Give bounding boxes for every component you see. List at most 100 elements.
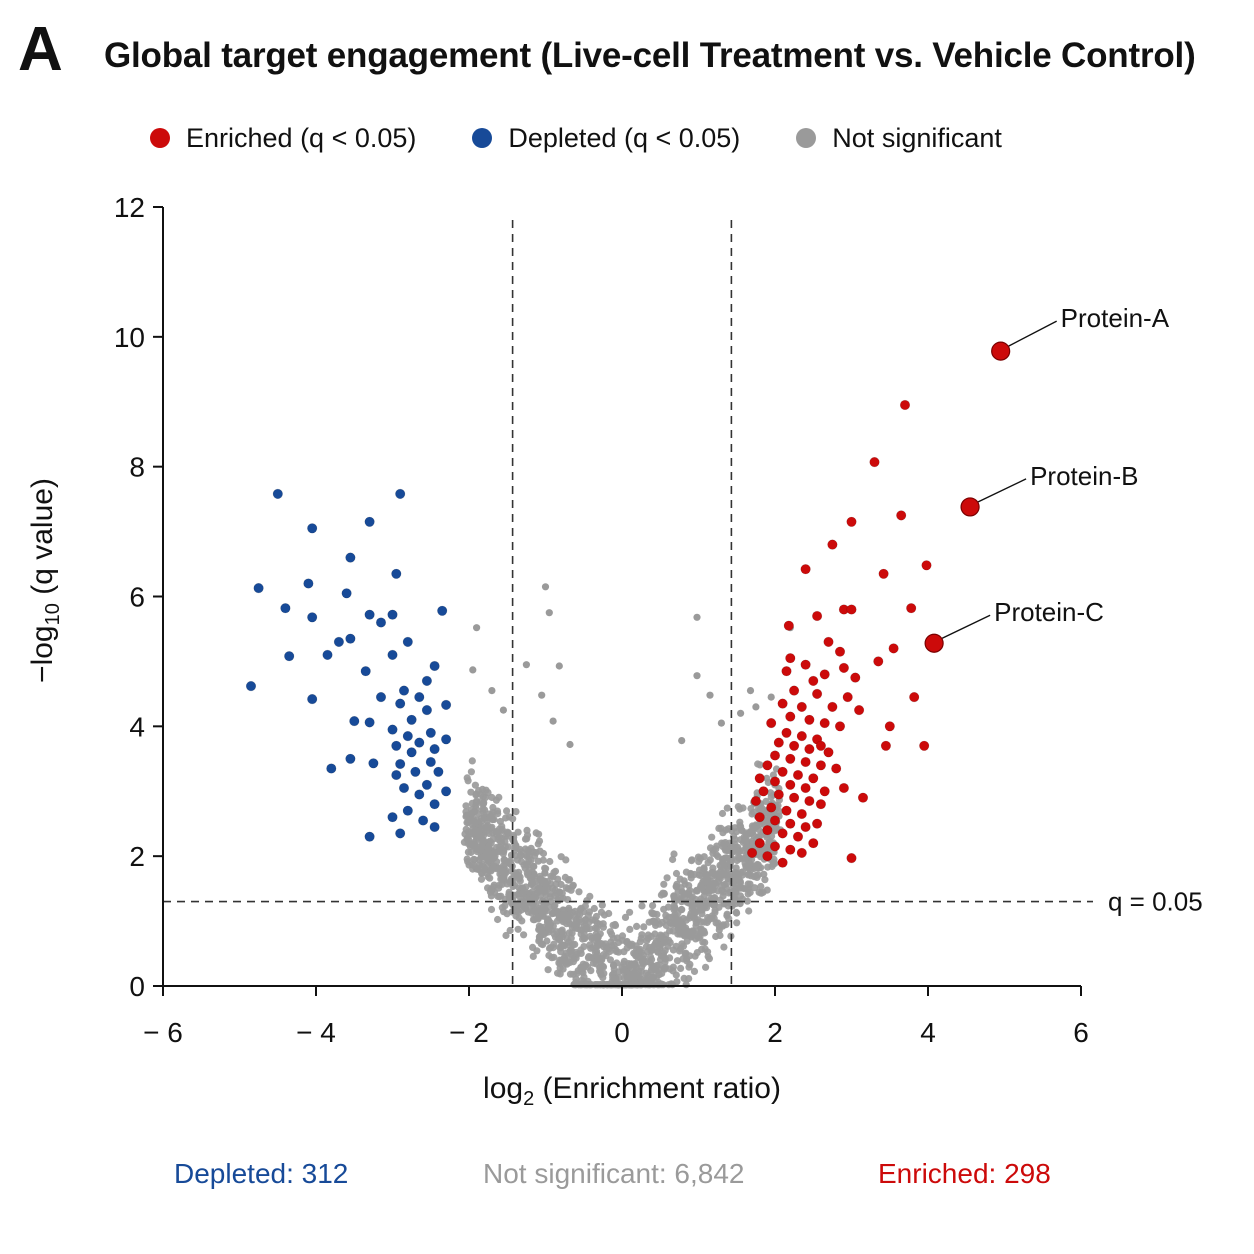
depleted-point [360,666,371,677]
depleted-point [375,691,387,703]
ns-point [705,887,713,895]
enriched-point [800,782,811,794]
ns-point [559,916,567,924]
ns-point [477,875,486,883]
depleted-point [387,609,398,620]
enriched-point [762,760,773,771]
ns-point [704,948,712,956]
depleted-point [437,605,448,616]
depleted-point [395,488,406,500]
depleted-point [253,582,264,594]
highlighted-point [991,341,1011,361]
ns-point [737,709,745,717]
ns-point [702,963,710,971]
ns-point [633,922,641,931]
ns-point [688,902,697,911]
ns-point [722,826,730,834]
ns-point [509,831,517,840]
ns-point [537,940,545,948]
ns-point [468,757,476,765]
enriched-point [808,838,819,849]
ns-point [533,947,541,955]
ns-point [662,911,670,920]
ns-point [759,888,767,896]
ns-point [670,902,678,910]
ns-point [500,856,508,864]
ns-point [732,828,741,836]
ns-point [620,948,628,956]
axes: 0 2 4 6 8 10 12 − 6 − 4 − 2 0 2 4 6 log2 (Enrichment r… [26,192,1089,1110]
ns-point [521,845,530,853]
ns-point [697,895,705,903]
ns-point [581,902,590,910]
ns-point [686,960,694,969]
enriched-point [788,792,800,803]
depleted-point [414,691,425,703]
ns-point [503,880,511,888]
ns-point [745,864,753,872]
depleted-point [387,649,398,661]
depleted-point [387,724,398,735]
ns-point [682,924,690,932]
depleted-point [395,698,406,709]
ns-point [718,809,727,818]
ns-point [499,706,507,714]
ns-point [527,875,535,883]
depleted-point [284,651,295,662]
depleted-point [364,831,375,842]
ns-point [498,875,506,883]
ns-point [478,843,486,851]
ns-point [672,869,681,878]
ns-point [555,662,563,670]
depleted-point [441,734,452,745]
ns-point [556,970,564,978]
ns-point [753,860,761,869]
ns-point [506,926,514,935]
ns-point [471,781,479,789]
ns-point [473,624,481,632]
highlighted-label: Protein-B [1030,461,1138,491]
ns-point [519,890,527,898]
x-tick-label: − 2 [449,1017,489,1048]
ns-point [529,952,537,961]
enriched-point [909,691,920,703]
ns-point [584,911,592,920]
enriched-point [834,646,846,657]
ns-point [577,926,586,934]
ns-point [731,875,740,883]
depleted-point [245,680,257,692]
ns-point [551,892,559,900]
ns-point [572,975,580,983]
ns-point [626,925,634,934]
depleted-point [341,588,352,599]
enriched-point [781,805,792,816]
ns-point [569,958,578,966]
ns-point [618,932,627,940]
ns-point [519,884,527,892]
ns-point [708,833,716,841]
depleted-point [402,805,413,816]
ns-point [658,969,666,978]
enriched-point [819,717,830,729]
depleted-point [345,753,356,764]
not-significant-points [460,583,794,989]
ns-point [488,823,496,831]
ns-point [464,858,472,866]
ns-point [534,857,542,865]
enriched-point [746,847,758,859]
y-tick-label: 4 [129,711,145,742]
ns-point [496,843,504,852]
depleted-point [387,812,398,823]
ns-point [749,840,757,848]
enriched-point [800,659,811,670]
ns-point [546,944,554,952]
depleted-point [391,740,402,751]
ns-point [745,907,753,915]
ns-point [742,845,750,853]
depleted-point [418,815,429,826]
ns-point [652,937,661,945]
ns-point [532,829,540,837]
ns-point [561,957,569,965]
ns-point [711,906,719,914]
ns-point [608,930,616,938]
